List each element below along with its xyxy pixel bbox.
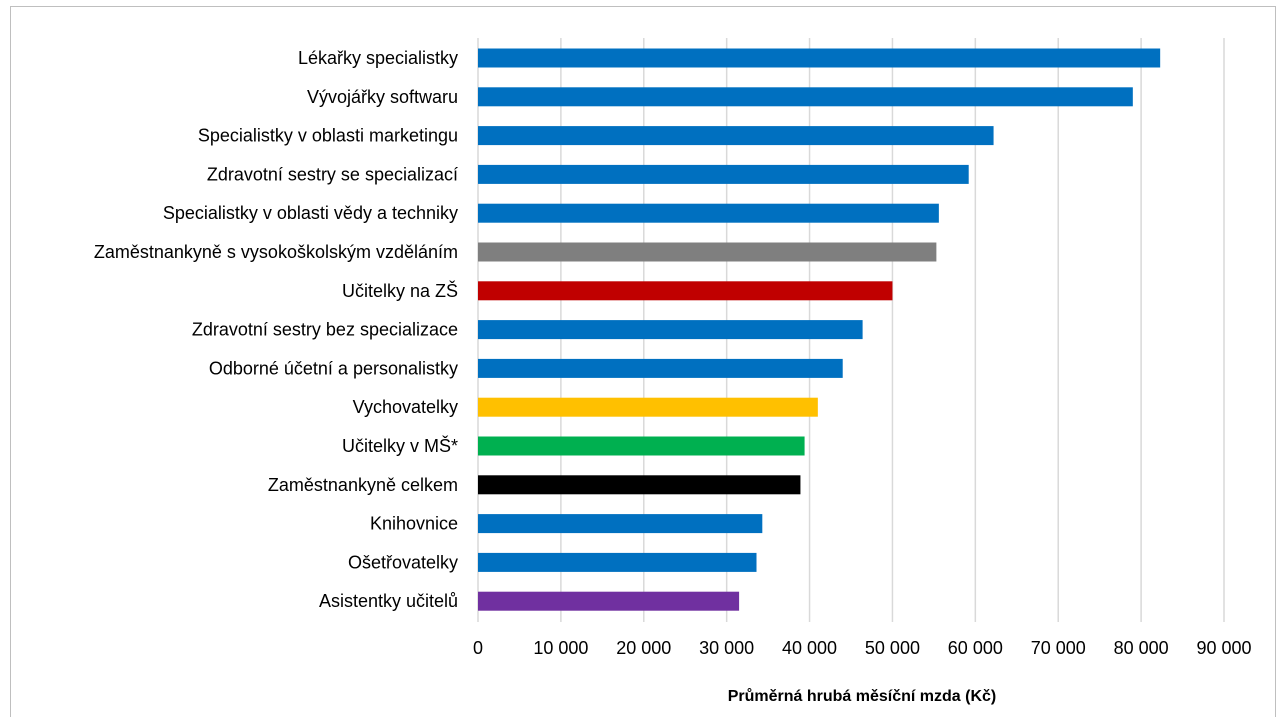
category-label: Zaměstnankyně celkem xyxy=(268,475,458,495)
bar xyxy=(478,320,863,340)
category-label: Asistentky učitelů xyxy=(319,591,458,611)
category-label: Učitelky v MŠ* xyxy=(342,435,458,456)
x-tick-label: 30 000 xyxy=(699,638,754,658)
bar xyxy=(478,126,994,146)
x-tick-label: 10 000 xyxy=(533,638,588,658)
bar xyxy=(478,552,757,572)
category-label: Lékařky specialistky xyxy=(298,48,458,68)
bar xyxy=(478,164,969,184)
x-tick-labels: 0 10 000 20 000 30 000 40 000 50 000 60 000 70 … xyxy=(473,638,1252,658)
bar xyxy=(478,514,763,534)
category-label: Odborné účetní a personalistky xyxy=(209,358,458,378)
x-tick-label: 20 000 xyxy=(616,638,671,658)
x-tick-label: 90 000 xyxy=(1196,638,1251,658)
x-tick-label: 0 xyxy=(473,638,483,658)
x-tick-label: 50 000 xyxy=(865,638,920,658)
x-tick-label: 80 000 xyxy=(1114,638,1169,658)
category-label: Zaměstnankyně s vysokoškolským vzděláním xyxy=(94,242,458,262)
bars xyxy=(478,48,1161,611)
bar xyxy=(478,358,843,378)
bar xyxy=(478,87,1133,107)
bar xyxy=(478,203,939,223)
category-label: Specialistky v oblasti marketingu xyxy=(198,126,458,146)
bar xyxy=(478,436,805,456)
category-label: Zdravotní sestry se specializací xyxy=(207,164,458,184)
category-label: Specialistky v oblasti vědy a techniky xyxy=(163,203,458,223)
category-label: Ošetřovatelky xyxy=(348,552,458,572)
x-tick-label: 60 000 xyxy=(948,638,1003,658)
bar xyxy=(478,242,937,262)
category-label: Zdravotní sestry bez specializace xyxy=(192,320,458,340)
category-label: Knihovnice xyxy=(370,514,458,534)
x-tick-label: 70 000 xyxy=(1031,638,1086,658)
bar xyxy=(478,591,740,611)
category-label: Vychovatelky xyxy=(353,397,458,417)
category-label: Učitelky na ZŠ xyxy=(342,280,458,301)
x-axis-title: Průměrná hrubá měsíční mzda (Kč) xyxy=(728,688,997,705)
bar xyxy=(478,397,818,417)
bar xyxy=(478,475,801,495)
bar xyxy=(478,48,1161,68)
category-label: Vývojářky softwaru xyxy=(307,87,458,107)
x-tick-label: 40 000 xyxy=(782,638,837,658)
bar xyxy=(478,281,893,301)
category-labels: Lékařky specialistky Vývojářky softwaru Sp… xyxy=(94,48,458,611)
